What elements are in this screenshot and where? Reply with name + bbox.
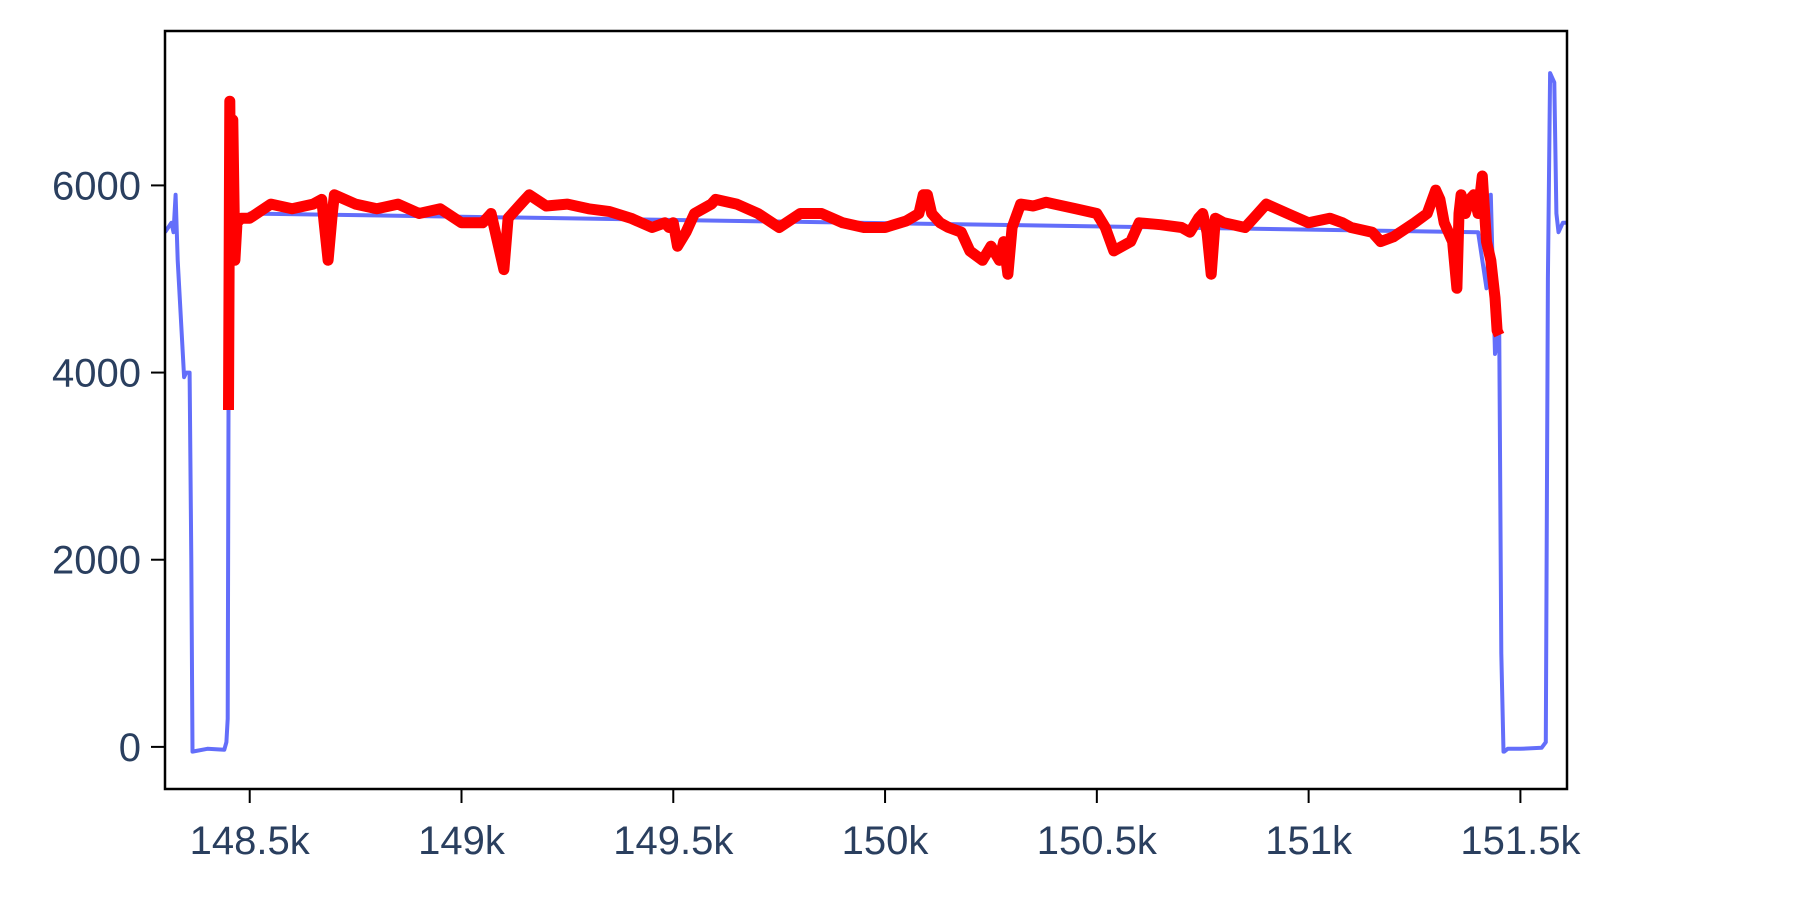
x-tick-label: 150k bbox=[842, 819, 930, 863]
plot-frame bbox=[163, 29, 1569, 791]
x-tick-label: 151.5k bbox=[1460, 819, 1581, 863]
series-line-0 bbox=[165, 71, 1567, 754]
y-tick-label: 4000 bbox=[52, 352, 141, 396]
series-line-1 bbox=[223, 95, 1505, 411]
x-axis: 148.5k 149k 149.5k 150k 150.5k 151k 151.5k bbox=[190, 789, 1581, 863]
y-tick-label: 2000 bbox=[52, 539, 141, 583]
x-tick-label: 150.5k bbox=[1037, 819, 1158, 863]
y-tick-label: 6000 bbox=[52, 164, 141, 208]
y-tick-label: 0 bbox=[119, 726, 141, 770]
x-tick-label: 148.5k bbox=[190, 819, 311, 863]
x-tick-label: 149k bbox=[418, 819, 506, 863]
y-axis: 0 2000 4000 6000 bbox=[52, 164, 165, 770]
x-tick-label: 151k bbox=[1265, 819, 1353, 863]
series-layer bbox=[165, 71, 1567, 754]
x-tick-label: 149.5k bbox=[613, 819, 734, 863]
plot-background bbox=[165, 31, 1567, 789]
